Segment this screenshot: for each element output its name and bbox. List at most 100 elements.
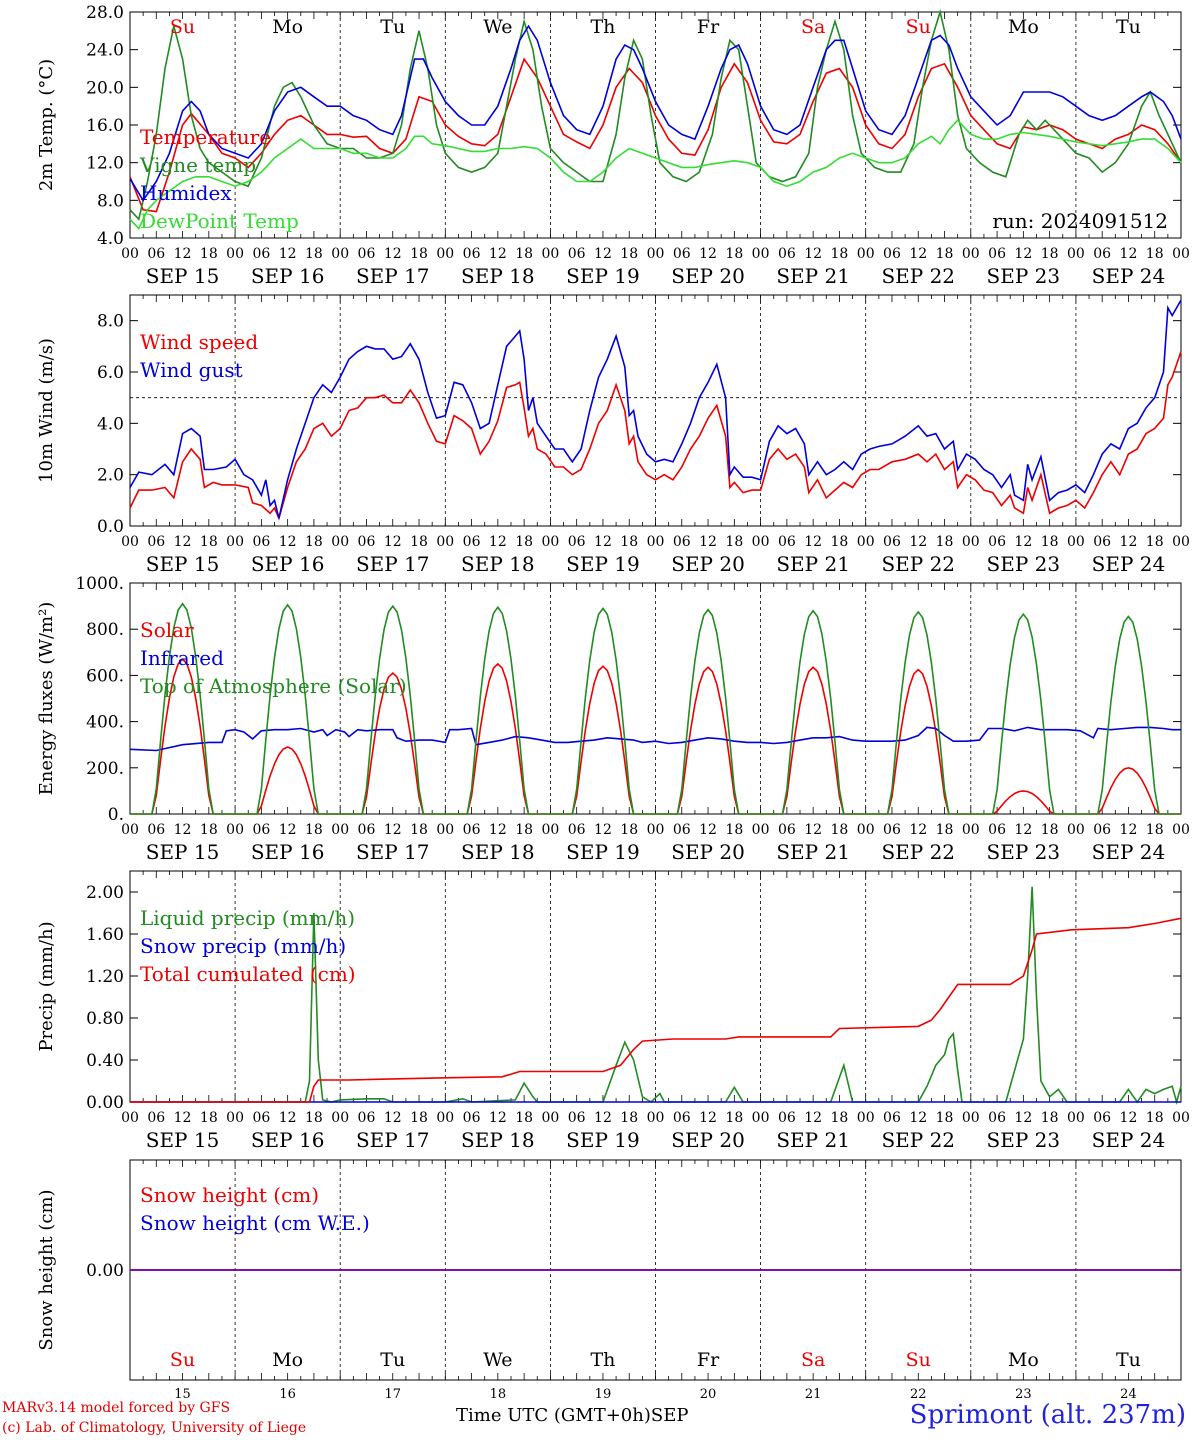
legend-entry: Solar bbox=[140, 618, 194, 642]
y-tick-label: 0.00 bbox=[86, 1093, 124, 1113]
date-label: SEP 16 bbox=[251, 264, 325, 288]
date-label: SEP 16 bbox=[251, 840, 325, 864]
hour-label: 00 bbox=[436, 822, 454, 838]
weekday-label: We bbox=[483, 1349, 512, 1371]
hour-label: 12 bbox=[384, 246, 402, 262]
month-label: SEP bbox=[650, 1405, 689, 1426]
hour-label: 00 bbox=[962, 534, 980, 550]
date-label: SEP 20 bbox=[671, 264, 745, 288]
hour-label: 18 bbox=[620, 534, 638, 550]
hour-label: 06 bbox=[988, 1110, 1006, 1126]
model-credit: MARv3.14 model forced by GFS bbox=[2, 1400, 231, 1416]
hour-label: 06 bbox=[568, 822, 586, 838]
hour-label: 12 bbox=[804, 534, 822, 550]
y-tick-label: 1.60 bbox=[86, 925, 124, 945]
weekday-label: Sa bbox=[801, 1349, 825, 1371]
y-tick-label: 20.0 bbox=[86, 78, 124, 98]
hour-label: 12 bbox=[279, 822, 297, 838]
weekday-label: Th bbox=[590, 16, 615, 38]
weekday-label: Th bbox=[590, 1349, 615, 1371]
hour-label: 12 bbox=[489, 1110, 507, 1126]
hour-label: 00 bbox=[226, 246, 244, 262]
hour-label: 12 bbox=[699, 1110, 717, 1126]
date-label: SEP 19 bbox=[566, 264, 640, 288]
hour-label: 00 bbox=[121, 534, 139, 550]
y-tick-label: 8.0 bbox=[97, 191, 124, 211]
hour-label: 06 bbox=[1093, 1110, 1111, 1126]
date-label: SEP 17 bbox=[356, 264, 430, 288]
hour-label: 06 bbox=[147, 1110, 165, 1126]
date-label: SEP 18 bbox=[461, 840, 535, 864]
hour-label: 12 bbox=[279, 246, 297, 262]
hour-label: 18 bbox=[1041, 822, 1059, 838]
date-label: SEP 20 bbox=[671, 840, 745, 864]
hour-label: 06 bbox=[147, 534, 165, 550]
date-label: SEP 15 bbox=[146, 552, 220, 576]
day-number-label: 19 bbox=[595, 1387, 612, 1402]
date-label: SEP 21 bbox=[776, 264, 850, 288]
y-tick-label: 600. bbox=[86, 666, 124, 686]
hour-label: 00 bbox=[436, 1110, 454, 1126]
legend-entry: Infrared bbox=[140, 646, 224, 670]
day-number-label: 16 bbox=[279, 1387, 296, 1402]
date-label: SEP 23 bbox=[987, 1128, 1061, 1152]
hour-label: 00 bbox=[436, 246, 454, 262]
hour-label: 12 bbox=[174, 246, 192, 262]
x-axis-title: Time UTC (GMT+0h)SEP bbox=[456, 1405, 688, 1426]
day-number-label: 17 bbox=[384, 1387, 401, 1402]
hour-label: 12 bbox=[384, 822, 402, 838]
hour-label: 18 bbox=[410, 822, 428, 838]
hour-label: 18 bbox=[1041, 534, 1059, 550]
series-line-dewpoint-temp bbox=[129, 119, 1182, 231]
y-tick-label: 0.00 bbox=[86, 1261, 124, 1281]
y-tick-label: 1.20 bbox=[86, 967, 124, 987]
hour-label: 18 bbox=[620, 1110, 638, 1126]
hour-label: 06 bbox=[463, 246, 481, 262]
hour-label: 00 bbox=[121, 822, 139, 838]
date-label: SEP 21 bbox=[776, 840, 850, 864]
hour-label: 00 bbox=[752, 246, 770, 262]
hour-label: 00 bbox=[121, 1110, 139, 1126]
hour-label: 18 bbox=[1041, 1110, 1059, 1126]
date-label: SEP 21 bbox=[776, 552, 850, 576]
date-label: SEP 16 bbox=[251, 1128, 325, 1152]
hour-label: 18 bbox=[200, 1110, 218, 1126]
hour-label: 12 bbox=[489, 246, 507, 262]
hour-label: 00 bbox=[226, 822, 244, 838]
weekday-label: Fr bbox=[697, 1349, 720, 1371]
day-number-label: 22 bbox=[910, 1387, 927, 1402]
hour-label: 12 bbox=[594, 1110, 612, 1126]
lab-credit: (c) Lab. of Climatology, University of L… bbox=[2, 1420, 307, 1436]
hour-label: 06 bbox=[1093, 246, 1111, 262]
hour-label: 00 bbox=[647, 246, 665, 262]
date-label: SEP 19 bbox=[566, 552, 640, 576]
date-label: SEP 20 bbox=[671, 1128, 745, 1152]
y-tick-label: 2.00 bbox=[86, 883, 124, 903]
hour-label: 00 bbox=[436, 534, 454, 550]
hour-label: 06 bbox=[883, 822, 901, 838]
y-tick-label: 400. bbox=[86, 713, 124, 733]
weekday-label: Su bbox=[170, 16, 195, 38]
hour-label: 12 bbox=[1014, 1110, 1032, 1126]
hour-label: 00 bbox=[1172, 1110, 1190, 1126]
hour-label: 18 bbox=[515, 822, 533, 838]
hour-label: 00 bbox=[857, 822, 875, 838]
hour-label: 06 bbox=[568, 534, 586, 550]
hour-label: 00 bbox=[226, 534, 244, 550]
hour-label: 18 bbox=[515, 534, 533, 550]
series-line-wind-gust bbox=[129, 299, 1182, 519]
hour-label: 18 bbox=[1146, 534, 1164, 550]
hour-label: 00 bbox=[1172, 246, 1190, 262]
hour-label: 06 bbox=[463, 534, 481, 550]
hour-label: 18 bbox=[515, 1110, 533, 1126]
weekday-label: Su bbox=[170, 1349, 195, 1371]
date-label: SEP 22 bbox=[881, 840, 955, 864]
hour-label: 12 bbox=[174, 1110, 192, 1126]
hour-label: 00 bbox=[752, 1110, 770, 1126]
series-line-wind-speed bbox=[129, 351, 1182, 521]
hour-label: 12 bbox=[594, 246, 612, 262]
date-label: SEP 15 bbox=[146, 1128, 220, 1152]
hour-label: 00 bbox=[331, 246, 349, 262]
hour-label: 06 bbox=[988, 534, 1006, 550]
hour-label: 00 bbox=[226, 1110, 244, 1126]
